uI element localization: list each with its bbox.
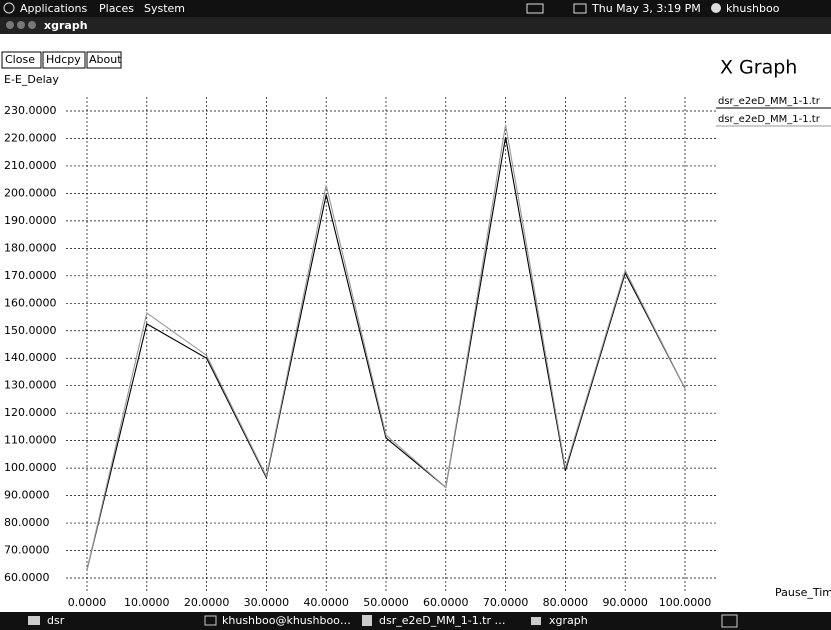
close-button-label[interactable]: Close: [5, 53, 35, 66]
folder-icon: [28, 616, 40, 625]
mail-icon[interactable]: [573, 3, 587, 14]
x-tick-label: 40.0000: [303, 596, 349, 609]
x-axis-label: Pause_Time: [775, 586, 831, 599]
x-tick-label: 70.0000: [483, 596, 529, 609]
x-tick-label: 30.0000: [244, 596, 290, 609]
legend-label: dsr_e2eD_MM_1-1.tr: [718, 114, 821, 125]
y-tick-label: 190.0000: [4, 214, 57, 227]
menu-applications[interactable]: Applications: [20, 2, 87, 15]
task-editor[interactable]: dsr_e2eD_MM_1-1.tr …: [379, 614, 506, 627]
editor-icon: [362, 615, 372, 626]
x-tick-label: 0.0000: [68, 596, 107, 609]
title-bar: [0, 17, 831, 34]
xgraph-icon: [531, 617, 541, 625]
series-line: [86, 137, 686, 570]
y-tick-label: 210.0000: [4, 159, 57, 172]
window-title: xgraph: [44, 19, 88, 32]
y-tick-label: 130.0000: [4, 379, 57, 392]
y-tick-label: 120.0000: [4, 406, 57, 419]
y-tick-label: 170.0000: [4, 269, 57, 282]
y-tick-label: 230.0000: [4, 104, 57, 117]
about-button[interactable]: [86, 51, 122, 69]
y-tick-label: 150.0000: [4, 324, 57, 337]
top-panel: [0, 0, 831, 17]
hdcpy-button[interactable]: [42, 51, 86, 69]
app-icon[interactable]: [3, 2, 15, 14]
close-button[interactable]: [1, 51, 42, 69]
terminal-icon: [204, 615, 217, 626]
x-tick-label: 80.0000: [543, 596, 589, 609]
battery-icon[interactable]: [526, 3, 544, 14]
show-desktop[interactable]: [721, 614, 738, 628]
y-tick-label: 70.0000: [4, 544, 50, 557]
legend-label: dsr_e2eD_MM_1-1.tr: [718, 96, 821, 107]
y-tick-label: 100.0000: [4, 461, 57, 474]
y-tick-label: 60.0000: [4, 571, 50, 584]
user-name[interactable]: khushboo: [726, 2, 780, 15]
x-tick-label: 90.0000: [602, 596, 648, 609]
hdcpy-button-label[interactable]: Hdcpy: [46, 53, 81, 66]
x-tick-label: 10.0000: [124, 596, 170, 609]
y-tick-label: 140.0000: [4, 351, 57, 364]
x-tick-label: 50.0000: [363, 596, 409, 609]
y-axis-label: E-E_Delay: [4, 73, 59, 86]
y-tick-label: 90.0000: [4, 489, 50, 502]
y-tick-label: 220.0000: [4, 131, 57, 144]
user-icon: [711, 3, 721, 13]
clock[interactable]: Thu May 3, 3:19 PM: [591, 2, 701, 15]
y-tick-label: 180.0000: [4, 241, 57, 254]
close-window[interactable]: [6, 21, 14, 29]
menu-places[interactable]: Places: [99, 2, 134, 15]
about-button-label[interactable]: About: [89, 53, 122, 66]
task-dsr[interactable]: dsr: [47, 614, 65, 627]
x-tick-label: 20.0000: [184, 596, 230, 609]
x-tick-label: 60.0000: [423, 596, 469, 609]
task-terminal[interactable]: khushboo@khushboo…: [222, 614, 351, 627]
menu-system[interactable]: System: [144, 2, 185, 15]
minimize-window[interactable]: [17, 21, 25, 29]
y-tick-label: 110.0000: [4, 434, 57, 447]
x-tick-label: 100.0000: [659, 596, 712, 609]
task-xgraph[interactable]: xgraph: [549, 614, 588, 627]
y-tick-label: 80.0000: [4, 516, 50, 529]
y-tick-label: 200.0000: [4, 186, 57, 199]
maximize-window[interactable]: [28, 21, 36, 29]
chart-title: X Graph: [720, 57, 797, 79]
series-line: [86, 124, 686, 570]
y-tick-label: 160.0000: [4, 296, 57, 309]
